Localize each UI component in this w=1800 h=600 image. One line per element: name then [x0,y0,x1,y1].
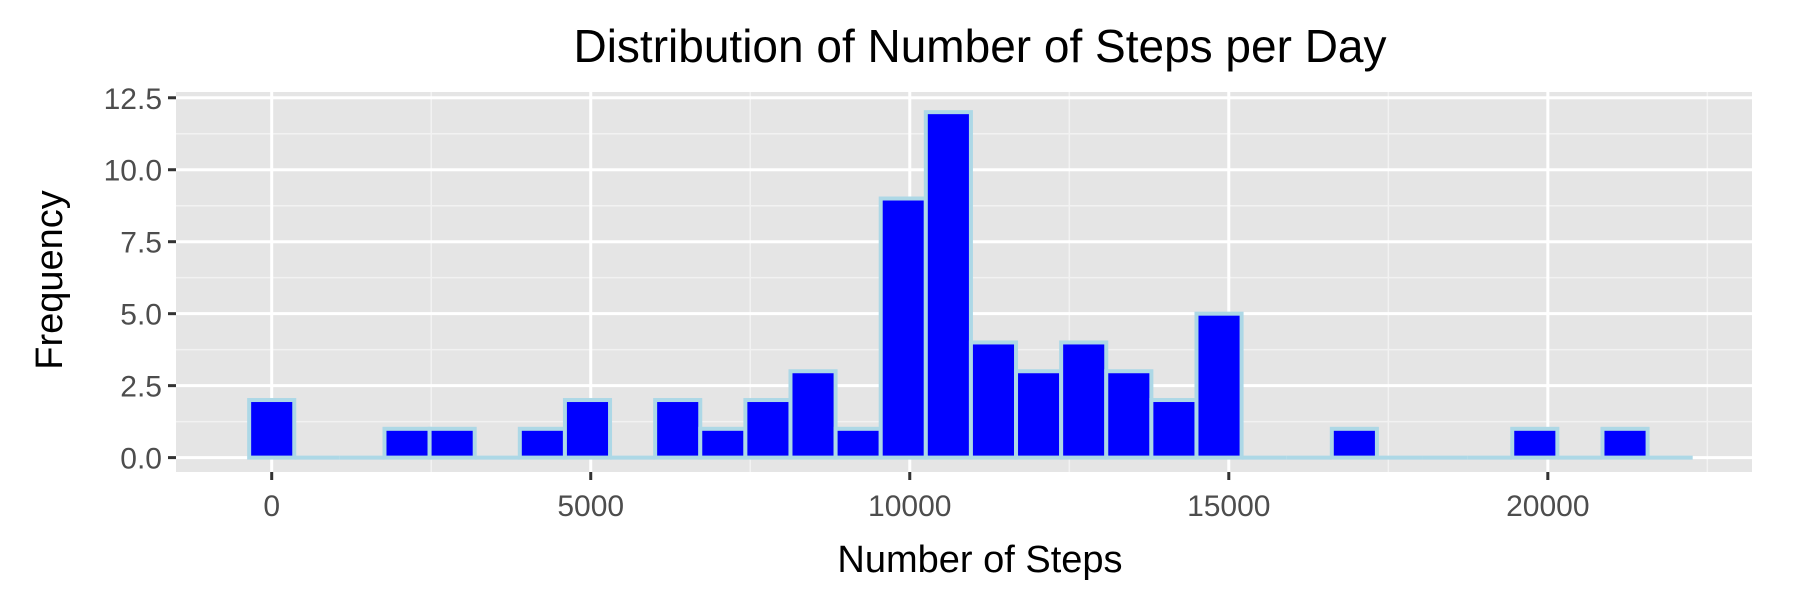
histogram-bar [1104,369,1154,460]
y-tick-label: 5.0 [120,299,162,332]
histogram-bar [923,110,973,460]
x-tick-label: 5000 [557,490,624,523]
histogram-bar [1059,340,1109,460]
y-tick-label: 2.5 [120,371,162,404]
histogram-bar [427,426,477,460]
histogram-bar [968,340,1019,460]
x-tick-label: 0 [263,490,280,523]
histogram-bar [1600,426,1650,460]
y-tick-label: 12.5 [104,83,162,116]
histogram-bar [878,196,928,460]
axes-layer: 0.0 2.5 5.0 7.5 10.0 12.5 0 5000 10000 15000 20000 [104,83,1590,523]
y-tick-label: 7.5 [120,227,162,260]
histogram-bar [247,398,297,460]
histogram-bar [653,398,703,460]
histogram-bar [743,398,793,460]
histogram-bar [517,426,567,460]
histogram-bar [833,426,883,460]
x-tick-label: 15000 [1187,490,1270,523]
x-tick-label: 20000 [1506,490,1589,523]
histogram-bar [698,426,748,460]
x-axis-label: Number of Steps [837,539,1122,581]
histogram-bar [788,369,838,460]
chart-title: Distribution of Number of Steps per Day [573,20,1386,72]
histogram-bar [562,398,613,460]
y-tick-label: 0.0 [120,443,162,476]
histogram-bar [1194,311,1244,460]
histogram-bar [1149,398,1199,460]
histogram-bar [1014,369,1064,460]
bars-layer [247,110,1693,460]
y-axis-label: Frequency [29,190,71,370]
x-tick-label: 10000 [868,490,951,523]
y-tick-label: 10.0 [104,155,162,188]
histogram-bar [1510,426,1560,460]
histogram-bar [382,426,432,460]
histogram-bar [1329,426,1379,460]
